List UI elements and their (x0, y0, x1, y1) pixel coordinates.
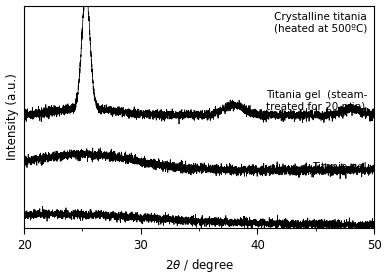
Text: Titania gel: Titania gel (312, 162, 367, 172)
Text: Crystalline titania
(heated at 500ºC): Crystalline titania (heated at 500ºC) (274, 12, 367, 34)
Text: Titania gel  (steam-
treated for 20 min): Titania gel (steam- treated for 20 min) (266, 90, 367, 112)
X-axis label: $2\theta$ / degree: $2\theta$ / degree (164, 257, 233, 274)
Y-axis label: Intensity (a.u.): Intensity (a.u.) (5, 74, 19, 160)
